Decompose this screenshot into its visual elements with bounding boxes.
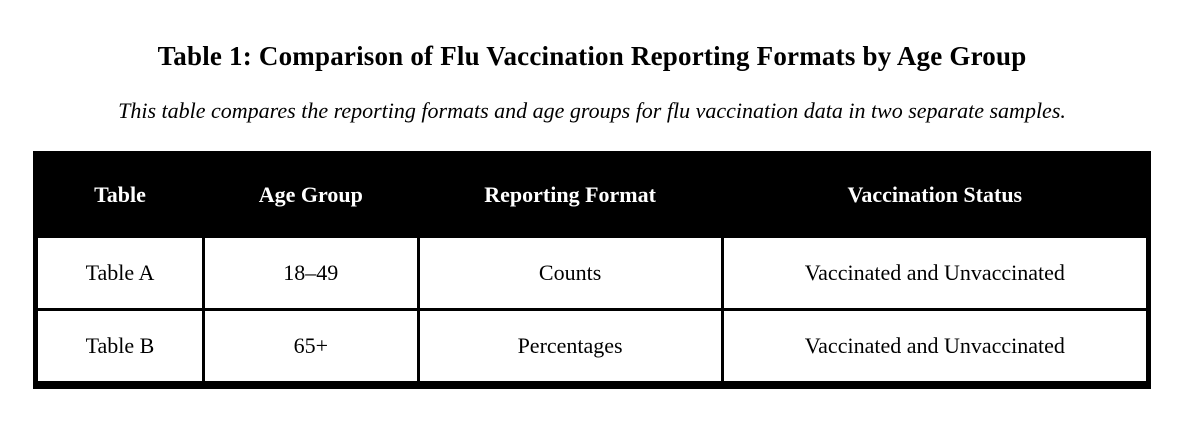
- comparison-table: Table Age Group Reporting Format Vaccina…: [33, 150, 1151, 389]
- table-description: This table compares the reporting format…: [118, 98, 1066, 124]
- cell-row-b-age-group: 65+: [202, 307, 420, 387]
- document-page: Table 1: Comparison of Flu Vaccination R…: [33, 41, 1151, 389]
- table-header: Table Age Group Reporting Format Vaccina…: [33, 151, 1151, 238]
- cell-row-b-reporting-format: Percentages: [416, 307, 724, 387]
- column-header-reporting-format: Reporting Format: [416, 151, 724, 238]
- cell-row-a-vaccination-status: Vaccinated and Unvaccinated: [720, 234, 1151, 311]
- cell-row-a-reporting-format: Counts: [416, 234, 724, 311]
- cell-row-a-table: Table A: [33, 234, 206, 311]
- cell-row-b-vaccination-status: Vaccinated and Unvaccinated: [720, 307, 1151, 387]
- header-row: Table Age Group Reporting Format Vaccina…: [33, 151, 1151, 238]
- table-body: Table A 18–49 Counts Vaccinated and Unva…: [33, 234, 1151, 387]
- column-header-age-group: Age Group: [202, 151, 420, 238]
- table-row-b: Table B 65+ Percentages Vaccinated and U…: [33, 307, 1151, 387]
- table-title: Table 1: Comparison of Flu Vaccination R…: [157, 41, 1027, 71]
- cell-row-a-age-group: 18–49: [202, 234, 420, 311]
- table-row-a: Table A 18–49 Counts Vaccinated and Unva…: [33, 234, 1151, 311]
- cell-row-b-table: Table B: [33, 307, 206, 387]
- column-header-table: Table: [33, 151, 206, 238]
- column-header-vaccination-status: Vaccination Status: [720, 151, 1151, 238]
